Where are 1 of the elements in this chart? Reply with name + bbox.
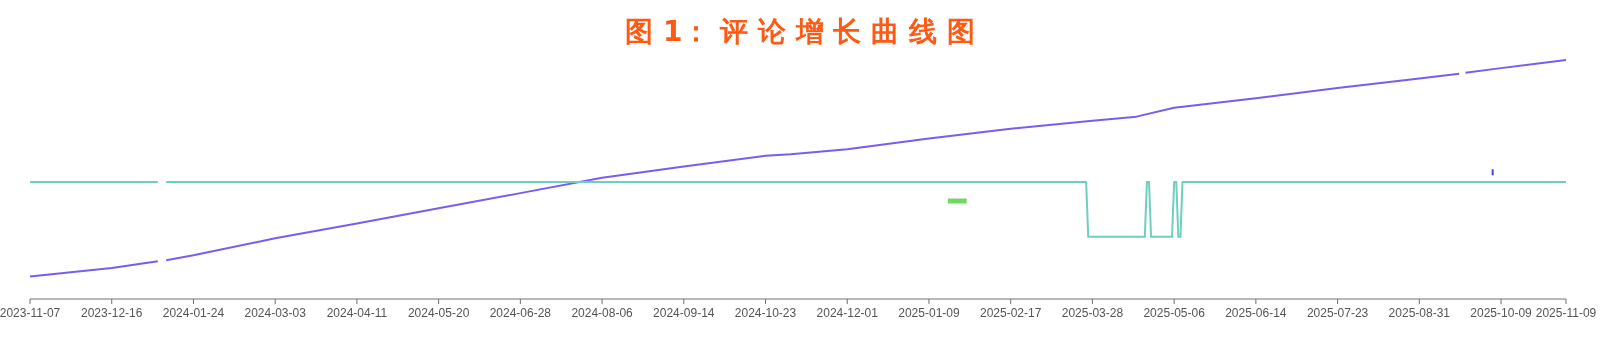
- title: 图 1： 评 论 增 长 曲 线 图: [625, 15, 975, 48]
